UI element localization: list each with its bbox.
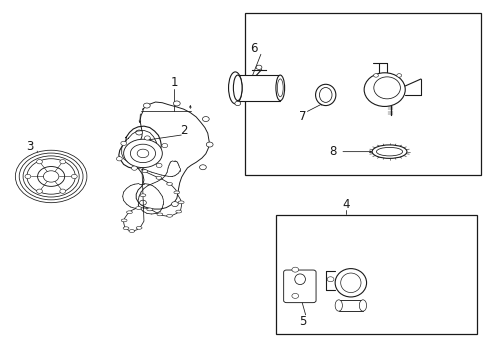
Circle shape — [326, 277, 333, 282]
Circle shape — [25, 174, 31, 179]
Circle shape — [206, 142, 213, 147]
Text: 1: 1 — [170, 76, 178, 89]
Bar — [338, 300, 362, 311]
Circle shape — [19, 153, 83, 200]
Circle shape — [60, 159, 65, 164]
FancyBboxPatch shape — [283, 270, 315, 303]
Bar — [275, 215, 476, 334]
Text: 5: 5 — [298, 315, 305, 328]
Circle shape — [71, 174, 77, 179]
Ellipse shape — [376, 147, 402, 156]
Circle shape — [173, 101, 180, 106]
Circle shape — [373, 74, 378, 77]
Circle shape — [37, 159, 42, 164]
Text: 3: 3 — [26, 140, 33, 153]
Circle shape — [60, 189, 65, 193]
Ellipse shape — [166, 215, 172, 217]
Circle shape — [37, 189, 42, 193]
Ellipse shape — [364, 73, 405, 107]
Text: 8: 8 — [328, 145, 335, 158]
Ellipse shape — [315, 84, 335, 105]
Ellipse shape — [140, 194, 145, 197]
Ellipse shape — [174, 191, 180, 194]
Ellipse shape — [334, 300, 342, 311]
Ellipse shape — [277, 79, 283, 97]
Ellipse shape — [359, 300, 366, 311]
Ellipse shape — [228, 72, 242, 104]
Circle shape — [38, 167, 64, 186]
Circle shape — [15, 150, 87, 203]
Circle shape — [234, 101, 240, 105]
Ellipse shape — [233, 75, 242, 100]
Circle shape — [121, 141, 126, 145]
Circle shape — [136, 130, 142, 135]
Circle shape — [256, 65, 262, 69]
Circle shape — [143, 103, 150, 108]
Circle shape — [137, 149, 148, 158]
Ellipse shape — [178, 201, 183, 204]
Circle shape — [131, 157, 138, 162]
Ellipse shape — [123, 227, 129, 230]
Circle shape — [144, 136, 150, 140]
Ellipse shape — [371, 145, 406, 158]
Circle shape — [130, 144, 155, 163]
Circle shape — [139, 200, 146, 205]
Circle shape — [199, 165, 206, 170]
Ellipse shape — [129, 230, 135, 233]
Text: 7: 7 — [298, 110, 305, 123]
Ellipse shape — [146, 208, 152, 211]
Ellipse shape — [126, 211, 132, 214]
Ellipse shape — [334, 269, 366, 297]
Ellipse shape — [157, 213, 163, 216]
Circle shape — [43, 171, 59, 182]
Circle shape — [116, 157, 122, 161]
Circle shape — [27, 159, 75, 194]
Circle shape — [202, 117, 209, 122]
Ellipse shape — [340, 273, 360, 293]
Text: 4: 4 — [342, 198, 349, 211]
Circle shape — [396, 74, 401, 77]
Ellipse shape — [166, 183, 172, 185]
Ellipse shape — [121, 219, 127, 222]
Circle shape — [23, 156, 79, 197]
Text: 2: 2 — [180, 124, 187, 137]
Ellipse shape — [136, 207, 141, 210]
Ellipse shape — [275, 75, 284, 100]
Circle shape — [291, 267, 298, 272]
Circle shape — [156, 163, 162, 167]
Ellipse shape — [373, 77, 400, 99]
Circle shape — [162, 143, 167, 148]
Text: 6: 6 — [250, 42, 257, 55]
Circle shape — [123, 139, 162, 168]
Bar — [237, 75, 280, 100]
Circle shape — [131, 166, 137, 170]
Ellipse shape — [142, 170, 147, 172]
Circle shape — [291, 293, 298, 298]
Circle shape — [171, 202, 178, 207]
Ellipse shape — [136, 226, 142, 229]
Ellipse shape — [294, 274, 305, 284]
Ellipse shape — [176, 210, 181, 213]
Ellipse shape — [319, 87, 331, 102]
Bar — [245, 13, 480, 175]
Ellipse shape — [156, 176, 162, 179]
